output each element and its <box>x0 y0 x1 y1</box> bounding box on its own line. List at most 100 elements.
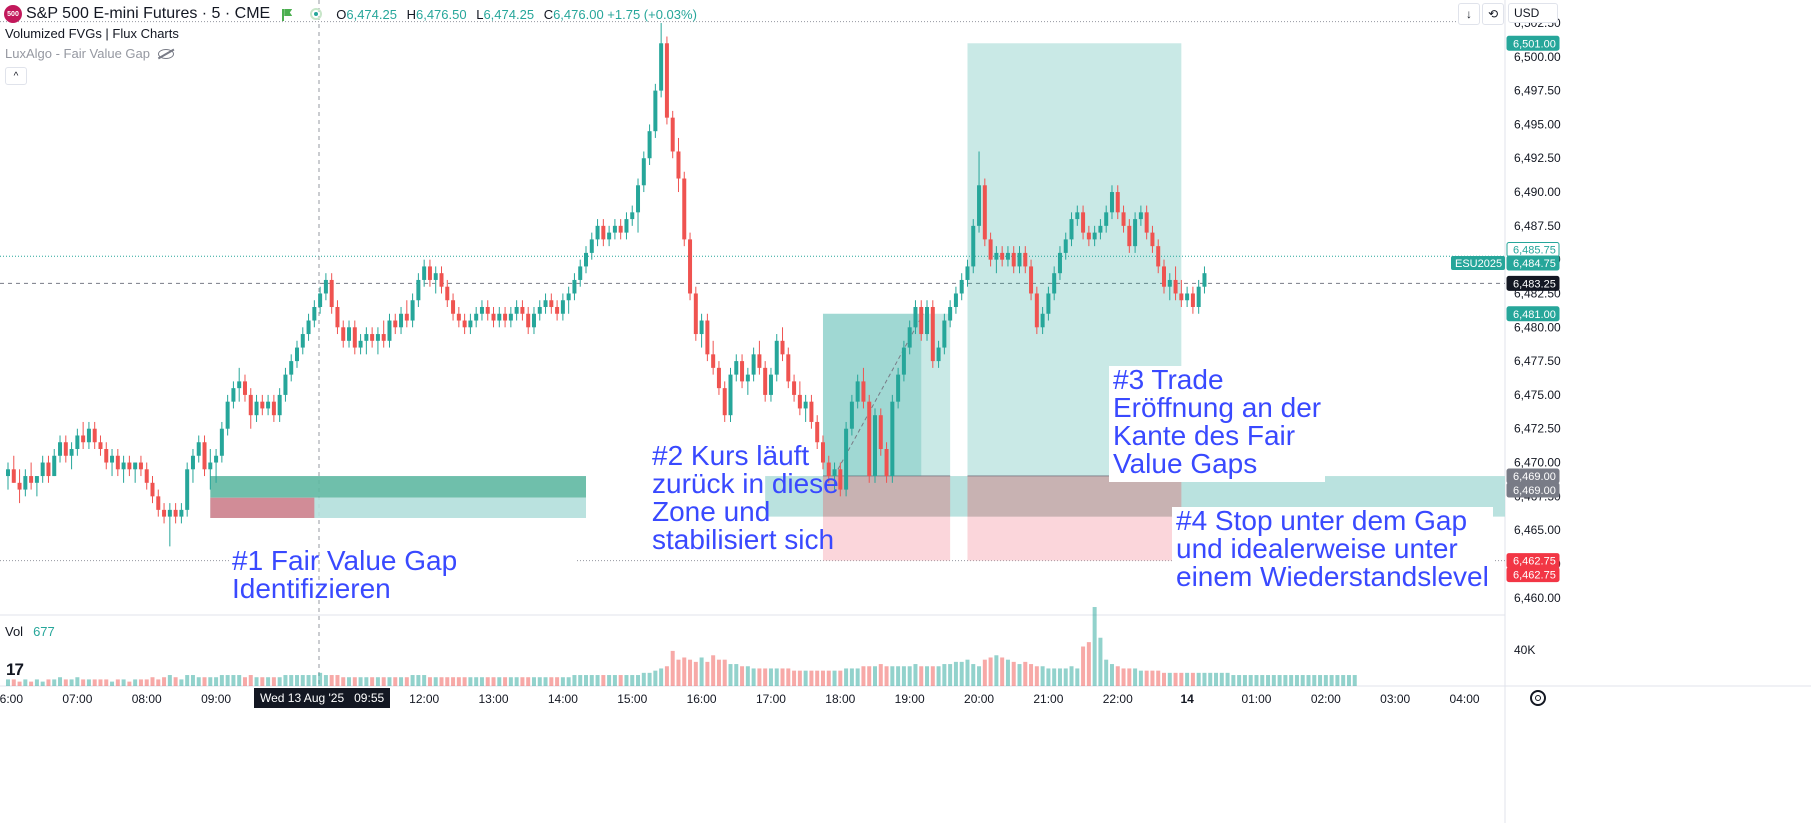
indicator-luxalgo-fvg[interactable]: LuxAlgo - Fair Value Gap <box>5 46 174 61</box>
volume-bar <box>508 677 513 686</box>
volume-legend[interactable]: Vol 677 <box>5 624 55 639</box>
volume-bar <box>555 677 560 686</box>
settings-gear-icon[interactable] <box>1530 690 1546 706</box>
candle-body <box>86 428 91 443</box>
volume-bar <box>763 668 768 686</box>
candle-body <box>375 334 380 341</box>
volume-bar <box>34 679 39 686</box>
volume-bar <box>381 677 386 686</box>
download-button[interactable]: ↓ <box>1458 3 1480 25</box>
volume-bar <box>370 677 375 686</box>
volume-bar <box>40 681 45 686</box>
y-axis-tick-label: 6,475.00 <box>1514 388 1561 402</box>
candle-body <box>185 469 190 510</box>
candle-body <box>190 455 195 470</box>
flag-icon[interactable] <box>282 9 292 21</box>
volume-bar <box>110 681 115 686</box>
price-label: 6,484.75 ESU2025 <box>1451 255 1560 271</box>
candle-body <box>1046 293 1051 314</box>
collapse-legend-button[interactable]: ^ <box>5 67 27 85</box>
candle-body <box>387 320 392 341</box>
volume-bar <box>630 675 635 686</box>
volume-bar <box>63 679 68 686</box>
refresh-button[interactable]: ⟲ <box>1482 3 1504 25</box>
symbol-title[interactable]: S&P 500 E-mini Futures · 5 · CME <box>26 5 271 22</box>
candle-body <box>693 293 698 335</box>
y-axis-tick-label: 6,497.50 <box>1514 84 1561 98</box>
candle-body <box>248 394 253 416</box>
volume-bar <box>1294 675 1299 686</box>
candle-body <box>636 185 641 213</box>
candle-body <box>451 300 456 314</box>
candle-body <box>1034 293 1039 328</box>
candle-body <box>907 327 912 348</box>
volume-bar <box>283 675 288 686</box>
volume-bar <box>341 677 346 686</box>
x-axis-tick-label: 20:00 <box>964 692 994 706</box>
candle-body <box>809 401 814 422</box>
volume-bar <box>462 677 467 686</box>
x-axis-tick-label: 01:00 <box>1241 692 1271 706</box>
volume-bar <box>1271 675 1276 686</box>
market-status-icon[interactable] <box>310 8 323 20</box>
volume-bar <box>404 677 409 686</box>
volume-bar <box>312 675 317 686</box>
volume-bar <box>988 657 993 686</box>
candle-body <box>422 266 427 280</box>
volume-bar <box>653 670 658 686</box>
candle-body <box>560 300 565 314</box>
volume-bar <box>797 670 802 686</box>
candle-body <box>624 219 629 233</box>
volume-bar <box>1231 675 1236 686</box>
volume-bar <box>745 666 750 686</box>
candle-body <box>445 286 450 301</box>
price-labels-layer: 6,501.00 6,485.756,484.75 ESU2025 6,483.25 6… <box>1451 35 1560 583</box>
currency-selector[interactable]: USD <box>1508 3 1558 23</box>
annotation-1: #1 Fair Value Gap Identifizieren <box>232 545 458 604</box>
volume-bar <box>208 677 213 686</box>
candle-body <box>503 313 508 321</box>
candle-body <box>977 185 982 226</box>
volume-bar <box>1034 666 1039 686</box>
price-label-box <box>1506 482 1560 498</box>
volume-bar <box>98 679 103 686</box>
volume-bar <box>1329 675 1334 686</box>
candle-body <box>341 327 346 341</box>
candle-body <box>838 469 843 490</box>
volume-bar <box>820 670 825 686</box>
candle-body <box>988 239 993 260</box>
volume-bar <box>266 677 271 686</box>
volume-bar <box>693 661 698 686</box>
candle-body <box>711 354 716 368</box>
annotation-3: #3 Trade Eröffnung an der Kante des Fair… <box>1109 366 1326 482</box>
indicator-flux-fvg[interactable]: Volumized FVGs | Flux Charts <box>5 26 179 41</box>
volume-bar <box>121 679 126 686</box>
candle-body <box>439 273 444 287</box>
candle-body <box>780 340 785 355</box>
volume-bar <box>352 677 357 686</box>
volume-bar <box>890 666 895 686</box>
crosshair-date-label: Wed 13 Aug '25 09:55 <box>254 688 391 708</box>
volume-bar <box>844 668 849 686</box>
volume-bar <box>641 672 646 686</box>
volume-bar <box>231 675 236 686</box>
candle-body <box>393 320 398 328</box>
volume-bar <box>1104 659 1109 686</box>
symbol-logo[interactable]: 500 <box>4 5 22 23</box>
hidden-eye-icon[interactable] <box>158 48 174 59</box>
volume-bar <box>1133 668 1138 686</box>
candle-body <box>953 293 958 307</box>
candle-body <box>901 347 906 375</box>
candle-body <box>543 300 548 307</box>
x-axis-tick-label: 02:00 <box>1311 692 1341 706</box>
ohlc-open-key: O <box>336 6 347 22</box>
candle-body <box>300 334 305 348</box>
volume-bar <box>1162 672 1166 686</box>
tradingview-logo[interactable]: 17 <box>6 660 24 679</box>
price-label: 6,462.75 <box>1506 553 1560 569</box>
volume-bar <box>925 666 930 686</box>
volume-bar <box>809 670 814 686</box>
volume-bar <box>1237 675 1242 686</box>
candle-body <box>1052 273 1057 294</box>
